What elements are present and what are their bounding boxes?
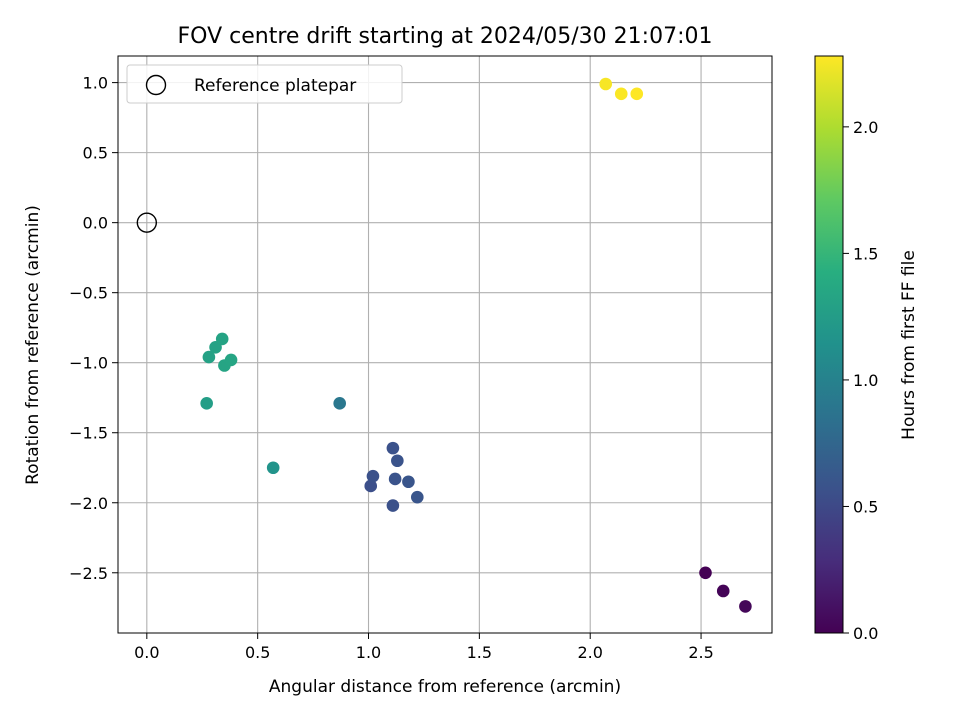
colorbar-tick-label: 0.0 [853,624,878,643]
legend: Reference platepar [126,64,403,104]
data-point [202,350,216,364]
data-point [366,469,380,483]
data-point [224,353,238,367]
colorbar-tick-label: 0.5 [853,497,878,516]
data-point [699,566,712,580]
y-tick-label: −2.5 [69,564,108,583]
data-point [402,475,415,489]
data-point [614,87,628,101]
y-tick-label: 0.5 [83,144,108,163]
axis-ticks: 0.0 0.5 1.0 1.5 2.0 2.5 1.0 0.5 0.0 −0.5 −1.0 −1.5 −… [69,74,714,662]
x-tick-label: 2.0 [577,643,602,662]
reference-platepar-marker [136,212,158,233]
legend-entry-reference-platepar: Reference platepar [194,76,356,96]
colorbar-label: Hours from first FF file [899,250,919,440]
data-point [200,397,213,410]
colorbar-ticks: 0.0 0.5 1.0 1.5 2.0 [843,118,878,643]
y-tick-label: −2.0 [69,494,108,513]
x-axis-label: Angular distance from reference (arcmin) [269,677,621,697]
y-tick-label: 0.0 [83,214,108,233]
x-tick-label: 1.0 [356,643,381,662]
data-point [333,397,346,410]
y-axis-label: Rotation from reference (arcmin) [23,205,43,485]
data-point [716,584,730,598]
data-point [388,472,402,486]
colorbar: 0.0 0.5 1.0 1.5 2.0 Hours from first FF file [814,55,919,643]
data-point [410,490,424,504]
legend-box [126,64,403,104]
y-tick-label: −1.5 [69,424,108,443]
legend-marker-reference [145,74,167,96]
y-tick-label: −1.0 [69,354,108,373]
x-tick-label: 2.5 [688,643,713,662]
chart-title: FOV centre drift starting at 2024/05/30 … [178,24,713,49]
data-point [364,479,378,493]
x-tick-label: 0.0 [134,643,159,662]
colorbar-gradient [814,55,844,634]
x-tick-label: 1.5 [467,643,492,662]
data-point [266,461,280,475]
x-tick-label: 0.5 [245,643,270,662]
data-point [209,341,222,354]
data-point [599,77,613,91]
data-point [391,454,404,468]
colorbar-tick-label: 1.0 [853,371,878,390]
data-point [386,499,400,512]
y-tick-label: −0.5 [69,284,108,303]
y-tick-label: 1.0 [83,74,108,93]
colorbar-tick-label: 1.5 [853,244,878,263]
plot-area-frame [117,55,773,634]
scatter-points [136,77,752,613]
data-point [215,332,229,346]
data-point [386,441,400,455]
colorbar-tick-label: 2.0 [853,118,878,137]
data-point [630,87,644,101]
data-point [739,600,752,613]
